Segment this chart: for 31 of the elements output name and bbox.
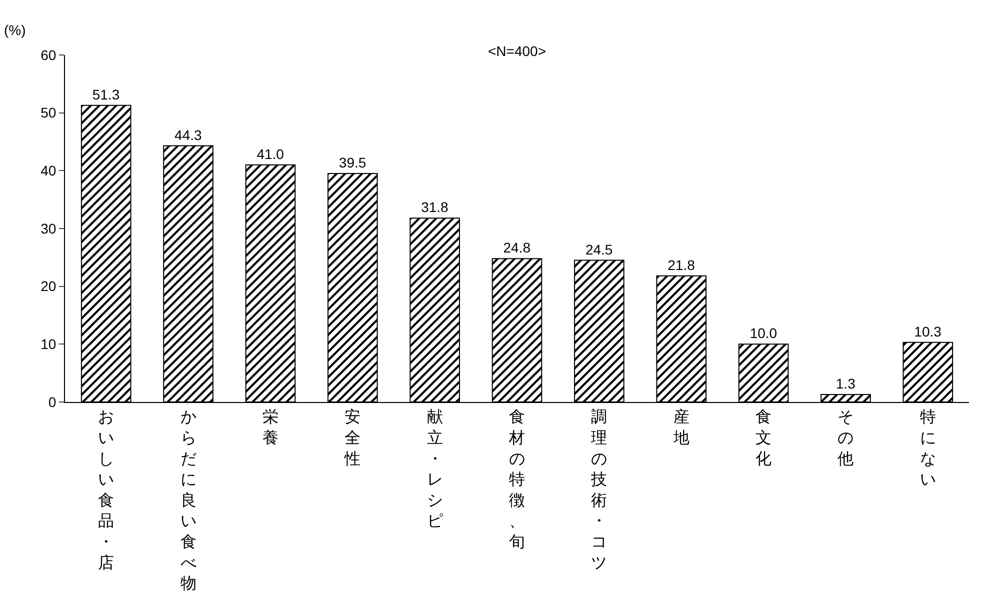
x-tick-label: 献立・レシピ (426, 408, 443, 530)
data-label: 10.0 (750, 325, 778, 342)
y-tick-label: 0 (48, 394, 56, 410)
data-label: 31.8 (421, 199, 449, 216)
x-tick-label: 栄養 (262, 408, 278, 447)
x-tick-label: 食文化 (756, 408, 772, 468)
y-tick-label: 60 (40, 46, 56, 63)
data-label: 24.8 (503, 240, 531, 256)
x-tick-label: 特にない (920, 408, 936, 489)
y-tick-label: 50 (40, 104, 56, 121)
x-tick-label: おいしい食品・店 (98, 409, 114, 572)
data-label: 44.3 (174, 126, 202, 143)
data-label: 21.8 (668, 256, 696, 273)
data-label: 1.3 (836, 375, 856, 392)
data-label: 39.5 (338, 154, 366, 171)
x-tick-label: 産地 (672, 408, 690, 447)
x-tick-label: 調理の技術・コツ (590, 408, 608, 572)
y-axis-title: (%) (4, 22, 26, 38)
data-label: 10.3 (914, 323, 942, 340)
data-label: 51.3 (92, 86, 120, 102)
y-tick-label: 40 (40, 162, 56, 179)
category-label: からだに良い食べ物 (180, 409, 196, 593)
x-tick-label: 安全性 (344, 408, 361, 468)
y-tick-label: 30 (40, 220, 56, 236)
data-label: 41.0 (256, 146, 284, 162)
data-label: 24.5 (585, 241, 613, 258)
x-tick-label: その他 (838, 409, 854, 468)
y-tick-label: 10 (40, 336, 56, 352)
annotation: <N=400> (488, 43, 546, 59)
y-tick-label: 20 (40, 278, 56, 294)
x-tick-label: 食材の特徴、旬 (508, 408, 525, 551)
